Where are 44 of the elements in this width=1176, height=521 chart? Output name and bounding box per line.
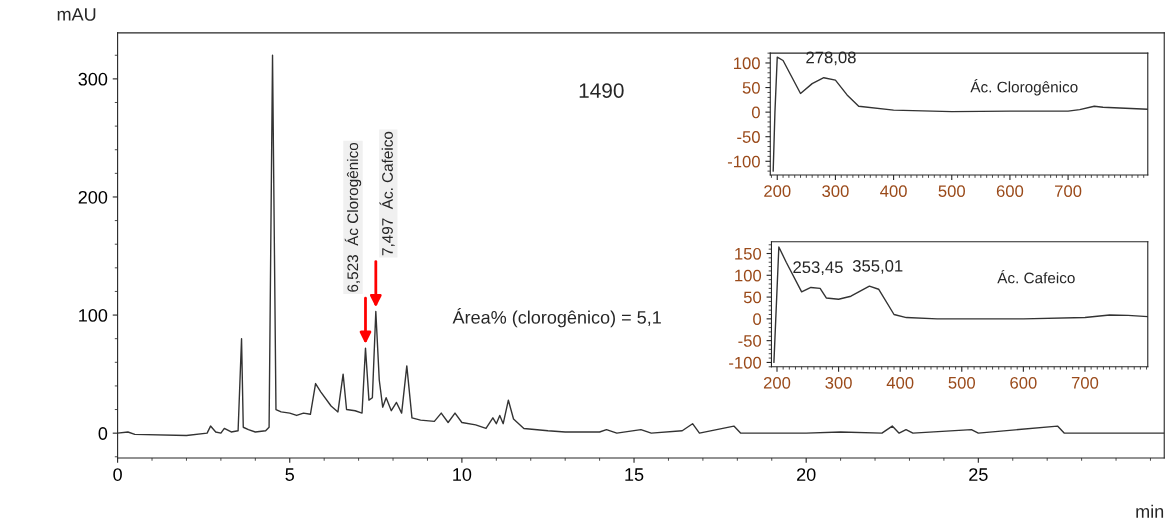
annotation: 355,01 bbox=[852, 259, 903, 274]
annotation: 1490 bbox=[579, 83, 624, 98]
y-tick-label: 150 bbox=[735, 247, 762, 260]
y-tick-label: 0 bbox=[751, 106, 760, 119]
x-tick-label: 400 bbox=[886, 376, 914, 389]
annotation: Ác. Clorogênico bbox=[970, 79, 1078, 96]
annotation: 7,497 Ác. Cafeico bbox=[379, 131, 395, 256]
y-tick-label: 300 bbox=[78, 72, 108, 86]
annotation: Ác. Cafeico bbox=[997, 269, 1075, 284]
x-tick-label: 15 bbox=[625, 468, 644, 481]
y-tick-label: 50 bbox=[743, 291, 762, 304]
x-tick-label: 600 bbox=[1010, 376, 1037, 389]
x-tick-label: 0 bbox=[113, 468, 122, 481]
x-tick-label: 300 bbox=[825, 376, 852, 389]
x-tick-label: 300 bbox=[822, 185, 849, 198]
y-tick-label: 100 bbox=[735, 269, 762, 282]
line-series bbox=[773, 246, 1148, 364]
annotation: Área% (clorogênico) = 5,1 bbox=[452, 307, 661, 328]
y-tick-label: -50 bbox=[738, 335, 762, 347]
y-tick-label: 0 bbox=[753, 313, 762, 326]
annotation: 6,523 Ác Clorogênico bbox=[344, 142, 362, 292]
y-axis-title: mAU bbox=[57, 8, 96, 21]
x-tick-label: 10 bbox=[453, 468, 472, 481]
y-tick-label: 100 bbox=[79, 309, 108, 322]
x-tick-label: 200 bbox=[763, 376, 791, 389]
y-tick-label: -100 bbox=[729, 356, 762, 369]
annotation: 278,08 bbox=[806, 51, 856, 66]
x-tick-label: 25 bbox=[969, 468, 988, 481]
y-tick-label: -100 bbox=[727, 155, 760, 168]
x-tick-label: 20 bbox=[797, 468, 816, 481]
annotation: 253,45 bbox=[793, 261, 843, 276]
x-tick-label: 700 bbox=[1055, 185, 1082, 198]
y-tick-label: 0 bbox=[98, 427, 108, 440]
x-tick-label: 5 bbox=[285, 468, 295, 481]
x-tick-label: 700 bbox=[1071, 376, 1099, 389]
y-tick-label: -50 bbox=[737, 131, 760, 143]
y-tick-label: 100 bbox=[734, 57, 760, 70]
y-tick-label: 50 bbox=[742, 81, 760, 94]
x-tick-label: 200 bbox=[764, 185, 791, 198]
x-tick-label: 400 bbox=[880, 185, 907, 198]
x-tick-label: 500 bbox=[948, 376, 976, 389]
x-axis-title: min bbox=[1136, 504, 1164, 518]
x-tick-label: 600 bbox=[996, 185, 1024, 198]
x-tick-label: 500 bbox=[938, 185, 966, 198]
